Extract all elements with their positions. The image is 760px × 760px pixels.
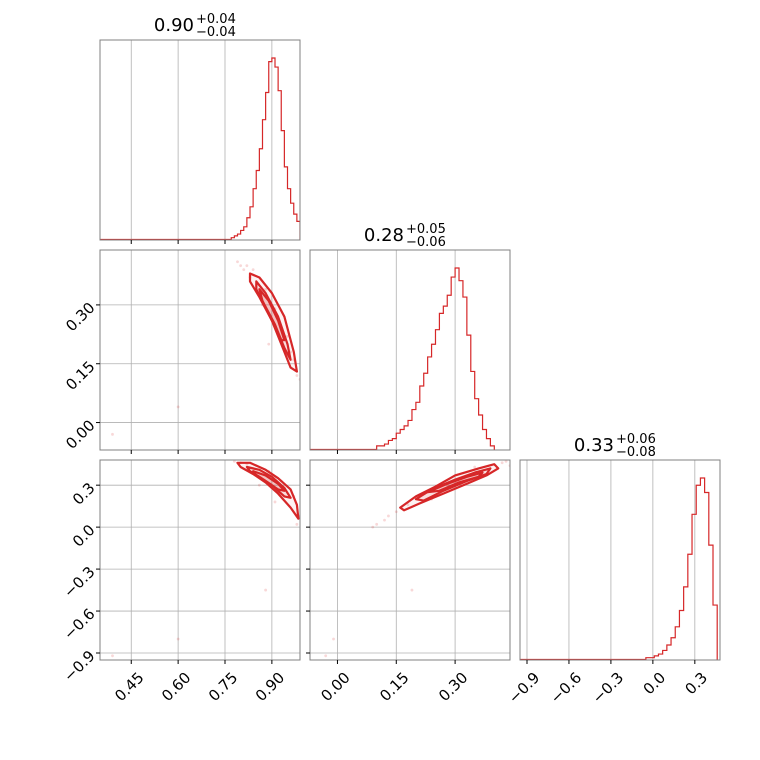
y-tick-label: 0.15 (62, 358, 98, 394)
sample-point (111, 432, 114, 436)
pair-content (324, 460, 510, 658)
x-tick-label: 0.60 (158, 669, 194, 705)
sample-point (383, 518, 386, 522)
y-tick-label: 0.00 (62, 416, 98, 452)
histogram-1 (100, 57, 300, 240)
contour-level-3 (426, 471, 484, 494)
sample-point (504, 460, 508, 463)
sample-point (375, 522, 379, 526)
x-tick-label: −0.9 (505, 669, 543, 707)
sample-point (267, 342, 271, 346)
title-plus-error: +0.06 (616, 432, 656, 447)
sample-point (251, 268, 255, 272)
panel-title-1: 0.90 +0.04−0.04 (154, 12, 236, 40)
panel-frame (99, 39, 301, 241)
sample-point (264, 588, 268, 592)
sample-point (242, 268, 246, 272)
x-tick-label: 0.30 (435, 669, 471, 705)
hist-panel-3: 0.33 +0.06−0.08 (519, 432, 721, 661)
y-tick-label: 0.30 (62, 299, 98, 335)
panel-frame (99, 249, 301, 451)
x-tick-label: 0.90 (252, 669, 288, 705)
x-tick-label: 0.3 (682, 669, 712, 699)
sample-point (371, 525, 375, 529)
contour-level-1 (236, 461, 300, 520)
pair-content (111, 260, 300, 436)
title-minus-error: −0.06 (406, 235, 446, 250)
sample-point (410, 588, 414, 592)
y-tick-label: 0.0 (69, 521, 99, 551)
sample-point (286, 334, 289, 338)
pair-panel-1-3 (99, 459, 301, 661)
hist-panel-1: 0.90 +0.04−0.04 (99, 12, 301, 241)
histogram-3 (520, 477, 718, 660)
sample-point (324, 654, 328, 658)
contour-level-3 (258, 288, 286, 342)
sample-point (387, 514, 390, 518)
sample-point (473, 465, 477, 469)
sample-point (239, 264, 243, 268)
panel-frame (99, 459, 301, 661)
panel-frame (309, 459, 511, 661)
panel-title-3: 0.33 +0.06−0.08 (574, 432, 656, 460)
pair-content (111, 460, 300, 658)
sample-point (500, 461, 504, 465)
sample-point (264, 287, 268, 291)
y-tick-label: −0.9 (60, 647, 98, 685)
panel-frame (519, 459, 721, 661)
y-tick-label: 0.3 (69, 479, 99, 509)
sample-point (111, 654, 114, 658)
x-tick-label: −0.3 (589, 669, 627, 707)
x-tick-label: 0.45 (111, 669, 147, 705)
title-value: 0.90 (154, 15, 194, 36)
sample-point (295, 522, 299, 526)
sample-point (332, 637, 335, 641)
contour-level-3 (252, 470, 286, 492)
sample-point (232, 460, 236, 463)
x-tick-label: 0.15 (376, 669, 412, 705)
sample-point (257, 483, 261, 487)
title-minus-error: −0.08 (616, 445, 656, 460)
title-plus-error: +0.05 (406, 222, 446, 237)
hist-panel-2: 0.28 +0.05−0.06 (309, 222, 511, 451)
sample-point (245, 264, 249, 268)
sample-point (295, 374, 299, 377)
title-value: 0.33 (574, 435, 614, 456)
x-tick-label: 0.0 (640, 669, 670, 699)
title-minus-error: −0.04 (196, 25, 236, 40)
sample-point (176, 637, 180, 641)
x-tick-label: 0.00 (317, 669, 353, 705)
title-plus-error: +0.04 (196, 12, 236, 27)
pair-panel-2-3 (309, 459, 511, 661)
sample-point (176, 405, 180, 409)
sample-point (273, 500, 277, 504)
sample-point (236, 260, 239, 264)
panel-title-2: 0.28 +0.05−0.06 (364, 222, 446, 250)
x-tick-label: −0.6 (547, 669, 585, 707)
sample-point (394, 510, 398, 514)
x-tick-label: 0.75 (205, 669, 241, 705)
y-tick-label: −0.6 (60, 605, 98, 643)
sample-point (406, 503, 410, 507)
pair-panel-1-2 (99, 249, 301, 451)
histogram-2 (310, 267, 495, 450)
title-value: 0.28 (364, 225, 404, 246)
panel-frame (309, 249, 511, 451)
y-tick-label: −0.3 (60, 563, 98, 601)
